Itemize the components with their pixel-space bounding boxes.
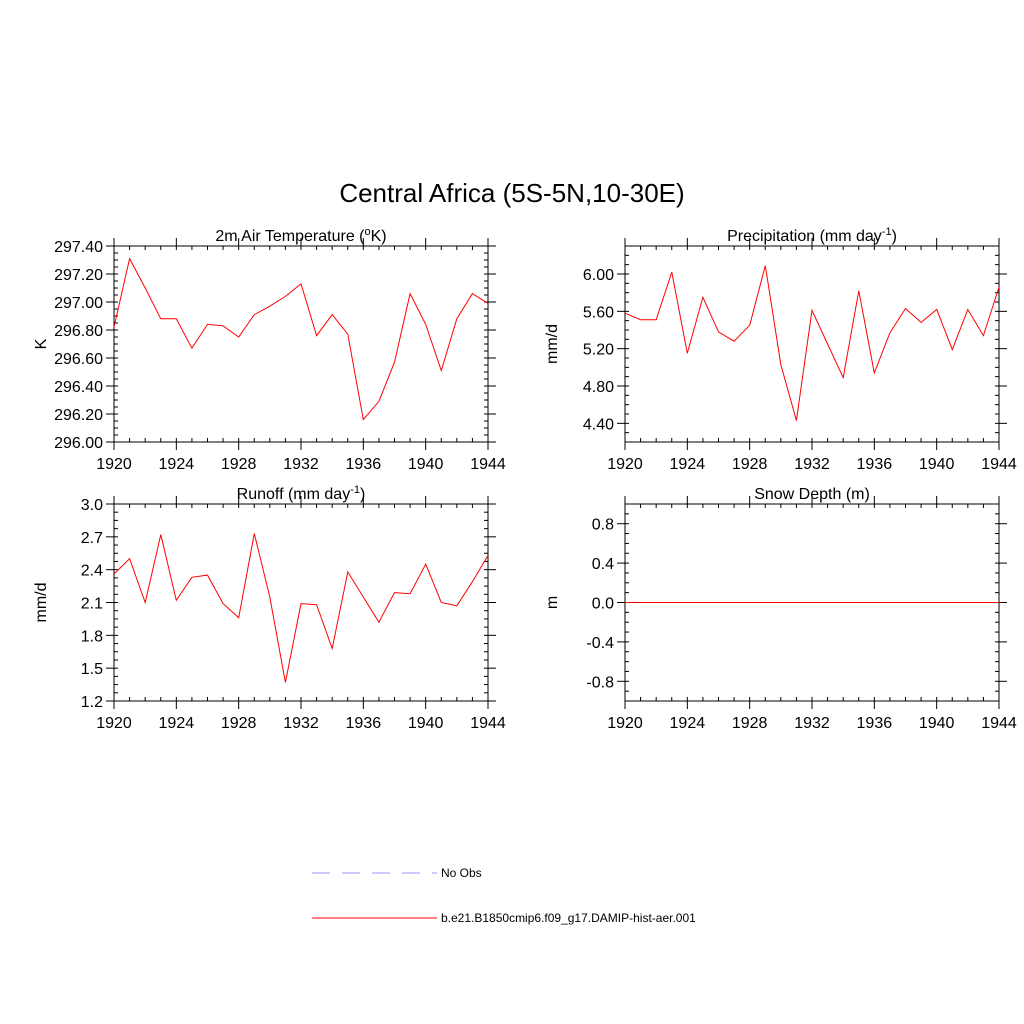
y-tick-label: 296.00 — [54, 435, 103, 452]
y-tick-label: 6.00 — [583, 267, 614, 284]
x-tick-label: 1932 — [794, 456, 830, 473]
y-tick-label: 297.40 — [54, 239, 103, 256]
x-tick-label: 1924 — [670, 715, 706, 732]
y-axis-label: m — [544, 596, 561, 609]
panel-4: Snow Depth (m) m 1920 1924 1928 1932 1936 1940 1… — [544, 486, 1017, 732]
y-tick-label: 0.4 — [592, 556, 614, 573]
panel-title: Runoff (mm day-1) — [237, 484, 366, 503]
y-tick-label: 296.60 — [54, 351, 103, 368]
x-tick-label: 1932 — [283, 715, 319, 732]
x-tick-label: 1944 — [981, 715, 1017, 732]
y-tick-label: 1.2 — [81, 694, 103, 711]
x-tick-label: 1940 — [919, 715, 955, 732]
series-line — [624, 265, 1000, 421]
y-tick-label: -0.4 — [586, 635, 614, 652]
x-tick-label: 1924 — [159, 715, 195, 732]
x-tick-label: 1920 — [96, 715, 132, 732]
y-tick-label: 2.7 — [81, 530, 103, 547]
y-tick-label: 2.1 — [81, 596, 103, 613]
y-axis-label: K — [33, 338, 50, 349]
x-tick-label: 1936 — [857, 715, 893, 732]
x-tick-label: 1932 — [794, 715, 830, 732]
panel-1: 2m Air Temperature (oK) K 1920 1924 1928 1932… — [33, 226, 506, 473]
y-tick-label: 296.20 — [54, 407, 103, 424]
series-line — [113, 257, 489, 421]
y-tick-label: 0.8 — [592, 517, 614, 534]
y-tick-label: -0.8 — [586, 674, 614, 691]
x-tick-label: 1928 — [221, 715, 257, 732]
x-tick-label: 1920 — [96, 456, 132, 473]
y-tick-label: 5.60 — [583, 304, 614, 321]
y-axis-label: mm/d — [544, 324, 561, 364]
x-tick-label: 1920 — [607, 715, 643, 732]
y-axis-label: mm/d — [33, 583, 50, 623]
x-tick-label: 1928 — [732, 715, 768, 732]
main-title: Central Africa (5S-5N,10-30E) — [339, 178, 684, 208]
y-tick-label: 296.40 — [54, 379, 103, 396]
y-tick-label: 296.80 — [54, 323, 103, 340]
x-tick-label: 1940 — [919, 456, 955, 473]
x-tick-label: 1940 — [408, 715, 444, 732]
panel-3: Runoff (mm day-1) mm/d 1920 1924 1928 1932 193… — [33, 484, 506, 732]
x-tick-label: 1928 — [221, 456, 257, 473]
y-tick-label: 4.40 — [583, 416, 614, 433]
panels: 2m Air Temperature (oK) K 1920 1924 1928 1932… — [33, 226, 1017, 732]
x-tick-label: 1944 — [981, 456, 1017, 473]
x-tick-label: 1940 — [408, 456, 444, 473]
legend-label-no-obs: No Obs — [441, 866, 482, 880]
y-tick-label: 3.0 — [81, 497, 103, 514]
panel-title: Precipitation (mm day-1) — [727, 226, 897, 245]
x-tick-label: 1928 — [732, 456, 768, 473]
x-tick-label: 1936 — [346, 715, 382, 732]
x-tick-label: 1924 — [159, 456, 195, 473]
legend-label-model: b.e21.B1850cmip6.f09_g17.DAMIP-hist-aer.… — [441, 911, 696, 925]
y-tick-label: 0.0 — [592, 596, 614, 613]
x-tick-label: 1944 — [470, 715, 506, 732]
x-tick-label: 1936 — [857, 456, 893, 473]
y-tick-label: 1.5 — [81, 661, 103, 678]
y-tick-label: 297.00 — [54, 295, 103, 312]
panel-title: 2m Air Temperature (oK) — [215, 226, 386, 245]
x-tick-label: 1924 — [670, 456, 706, 473]
x-tick-label: 1936 — [346, 456, 382, 473]
panel-2: Precipitation (mm day-1) mm/d 1920 1924 1928… — [544, 226, 1017, 473]
series-line — [113, 533, 489, 683]
y-tick-label: 5.20 — [583, 342, 614, 359]
y-tick-label: 4.80 — [583, 379, 614, 396]
x-tick-label: 1944 — [470, 456, 506, 473]
y-tick-label: 297.20 — [54, 267, 103, 284]
x-tick-label: 1932 — [283, 456, 319, 473]
panel-title: Snow Depth (m) — [754, 486, 870, 503]
x-tick-label: 1920 — [607, 456, 643, 473]
y-tick-label: 1.8 — [81, 628, 103, 645]
legend: No Obs b.e21.B1850cmip6.f09_g17.DAMIP-hi… — [312, 866, 696, 925]
y-tick-label: 2.4 — [81, 563, 103, 580]
